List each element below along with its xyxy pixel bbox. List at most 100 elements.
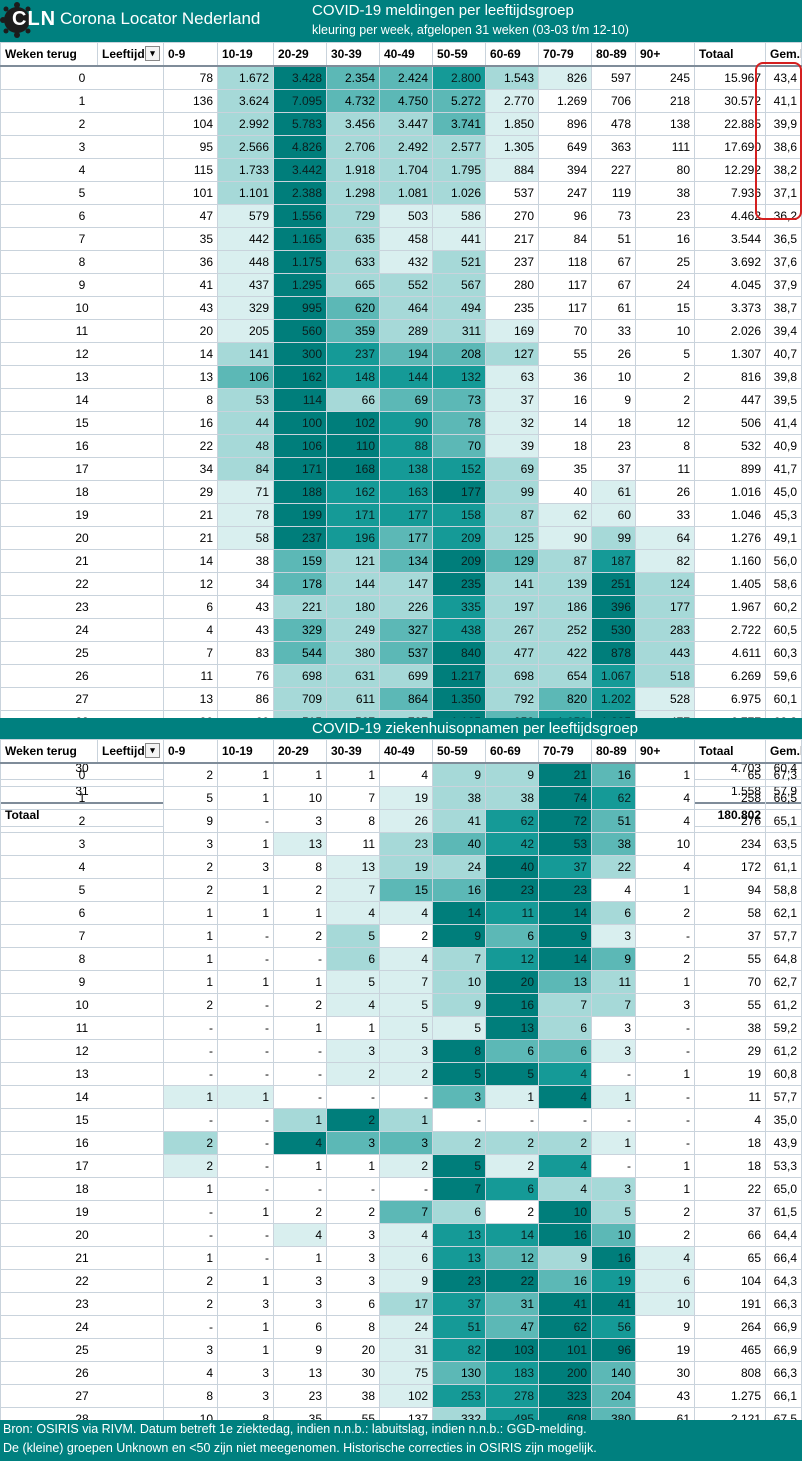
heat-cell: 5 <box>635 342 695 366</box>
heat-cell: 8 <box>432 1039 486 1063</box>
week-cell: 5 <box>0 181 164 205</box>
heat-cell: 1 <box>273 1246 327 1270</box>
heat-cell: 8 <box>163 388 218 412</box>
heat-cell: 110 <box>326 434 380 458</box>
heat-cell: 4 <box>379 1223 433 1247</box>
heat-cell: 22 <box>485 1269 539 1293</box>
filter-icon[interactable]: ▾ <box>145 46 160 61</box>
column-header-row: Weken terug Leeftijd ▾ 0-9 10-19 20-29 30-39 40… <box>0 739 802 764</box>
heat-cell: - <box>635 1039 695 1063</box>
heat-cell: 41 <box>432 809 486 833</box>
heat-cell: 1.175 <box>273 250 327 274</box>
heat-cell: 7 <box>326 786 380 810</box>
avg-age-cell: 64,4 <box>765 1223 802 1247</box>
heat-cell: 117 <box>538 273 592 297</box>
total-cell: 1.276 <box>694 526 766 550</box>
heat-cell: 95 <box>163 135 218 159</box>
heat-cell: 119 <box>591 181 636 205</box>
heat-cell: 4.750 <box>379 89 433 113</box>
filter-icon[interactable]: ▾ <box>145 743 160 758</box>
total-cell: 276 <box>694 809 766 833</box>
heat-cell: 73 <box>591 204 636 228</box>
week-cell: 17 <box>0 1154 164 1178</box>
avg-age-cell: 36,5 <box>765 227 802 251</box>
heat-cell: 21 <box>538 762 592 787</box>
heat-cell: 101 <box>163 181 218 205</box>
week-cell: 6 <box>0 204 164 228</box>
heat-cell: 1 <box>217 1085 274 1109</box>
age-header-label[interactable]: Leeftijd ▾ <box>97 739 164 764</box>
heat-cell: 2 <box>273 993 327 1017</box>
heat-cell: 6 <box>326 947 380 971</box>
heat-cell: 78 <box>217 503 274 527</box>
heat-cell: 70 <box>538 319 592 343</box>
heat-cell: 251 <box>591 572 636 596</box>
table-row: 13- - -2 2 5 5 4-1 19 60,8 <box>0 1062 802 1086</box>
week-cell: 21 <box>0 1246 164 1270</box>
heat-cell: 41 <box>591 1292 636 1316</box>
heat-cell: - <box>273 1039 327 1063</box>
total-cell: 37 <box>694 924 766 948</box>
avg-age-cell: 45,3 <box>765 503 802 527</box>
total-cell: 816 <box>694 365 766 389</box>
heat-cell: 16 <box>163 411 218 435</box>
heat-cell: 6 <box>591 901 636 925</box>
heat-cell: 18 <box>591 411 636 435</box>
age-header-label[interactable]: Leeftijd ▾ <box>97 42 164 67</box>
heat-cell: 3 <box>273 1292 327 1316</box>
heat-cell: 5.272 <box>432 89 486 113</box>
week-cell: 19 <box>0 1200 164 1224</box>
total-cell: 94 <box>694 878 766 902</box>
heat-cell: 21 <box>163 526 218 550</box>
avg-age-cell: 53,3 <box>765 1154 802 1178</box>
heat-cell: 2 <box>635 1223 695 1247</box>
heat-cell: 6 <box>485 1177 539 1201</box>
heat-cell: 64 <box>635 526 695 550</box>
heat-cell: 13 <box>163 365 218 389</box>
heat-cell: 217 <box>485 227 539 251</box>
heat-cell: 4.732 <box>326 89 380 113</box>
heat-cell: 14 <box>538 411 592 435</box>
total-cell: 19 <box>694 1062 766 1086</box>
heat-cell: 1.026 <box>432 181 486 205</box>
total-cell: 18 <box>694 1131 766 1155</box>
heat-cell: 3 <box>591 924 636 948</box>
table-row: 19 21 78 199 171 177 158 87 62 60 33 1.046 45,3 <box>0 503 802 527</box>
heat-cell: 43 <box>635 1384 695 1408</box>
footer-notes: Bron: OSIRIS via RIVM. Datum betreft 1e … <box>0 1420 802 1461</box>
heat-cell: 10 <box>635 319 695 343</box>
heat-cell: 1 <box>273 1154 327 1178</box>
avg-age-cell: 41,7 <box>765 457 802 481</box>
week-cell: 10 <box>0 296 164 320</box>
table-row: 9 41 437 1.295 665 552 567 280 117 67 24 4.045 37,9 <box>0 273 802 297</box>
table-row: 25 3 1 9 20 31 82 103 101 96 19 465 66,9 <box>0 1338 802 1362</box>
heat-cell: 329 <box>273 618 327 642</box>
week-cell: 10 <box>0 993 164 1017</box>
heat-cell: 102 <box>379 1384 433 1408</box>
column-header: 70-79 <box>538 42 592 67</box>
column-header: Totaal <box>694 739 766 764</box>
table-row: 20- -4 3 4 13 14 16 10 2 66 64,4 <box>0 1223 802 1247</box>
heat-cell: - <box>217 809 274 833</box>
heat-cell: 995 <box>273 296 327 320</box>
heat-cell: 1 <box>217 1269 274 1293</box>
heat-cell: 26 <box>635 480 695 504</box>
heat-cell: 106 <box>273 434 327 458</box>
heat-cell: 6 <box>326 1292 380 1316</box>
heat-cell: 6 <box>635 1269 695 1293</box>
heat-cell: 4 <box>379 947 433 971</box>
heat-cell: 38 <box>635 181 695 205</box>
heat-cell: 177 <box>432 480 486 504</box>
heat-cell: 665 <box>326 273 380 297</box>
table-row: 2 104 2.992 5.783 3.456 3.447 3.741 1.850 896 478… <box>0 112 802 136</box>
heat-cell: 67 <box>591 273 636 297</box>
heat-cell: 3 <box>217 1361 274 1385</box>
heat-cell: 115 <box>163 158 218 182</box>
week-cell: 18 <box>0 1177 164 1201</box>
heat-cell: 5 <box>326 924 380 948</box>
heat-cell: 2 <box>485 1200 539 1224</box>
logo: CLN <box>0 0 56 42</box>
heat-cell: 17 <box>379 1292 433 1316</box>
heat-cell: 204 <box>591 1384 636 1408</box>
